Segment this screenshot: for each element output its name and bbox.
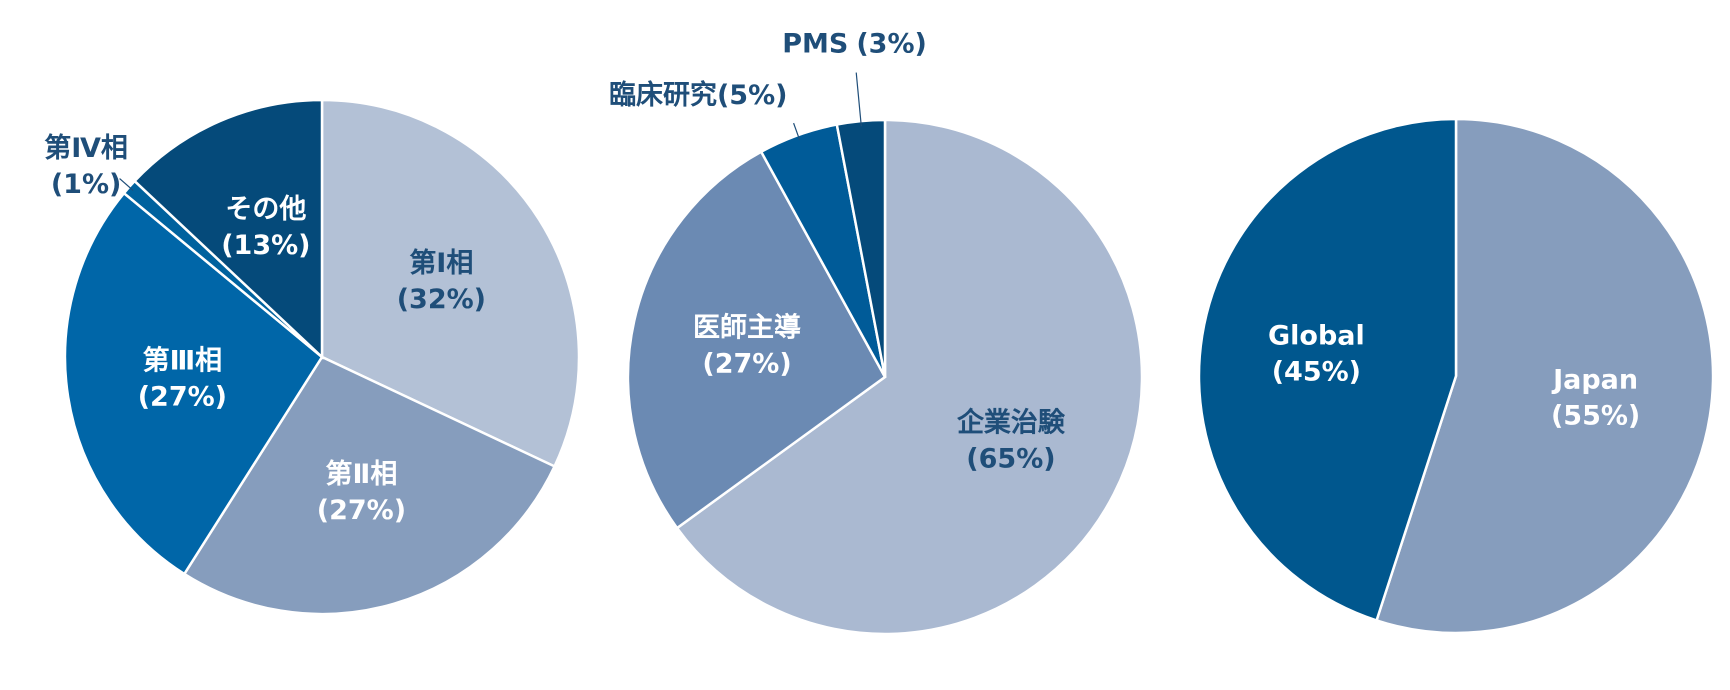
pie-chart: 企業治験 (65%) 医師主導 (27%) 臨床研究(5%) PMS (3%)	[609, 28, 1144, 636]
pie-slice	[63, 191, 324, 576]
pie-slice	[675, 118, 1144, 636]
pie-slice	[1375, 117, 1715, 635]
slice-value-label: (27%)	[138, 382, 227, 413]
slice-value-label: (32%)	[397, 284, 486, 315]
slice-label: その他	[225, 194, 306, 225]
slice-value-label: (3%)	[856, 28, 927, 59]
slice-value-label: (45%)	[1272, 356, 1361, 387]
slice-value-label: (5%)	[717, 80, 788, 111]
slice-label: 第Ⅳ相	[44, 132, 128, 164]
leader-line	[855, 72, 862, 127]
slice-value-label: (27%)	[702, 349, 791, 380]
slice-label: 第Ⅰ相	[409, 247, 473, 279]
slice-value-label: (13%)	[221, 230, 310, 261]
slice-label-name: PMS	[782, 28, 848, 59]
pie-slice	[320, 98, 581, 469]
pie-slice	[132, 98, 324, 360]
slice-label: Japan	[1551, 365, 1638, 396]
leader-line	[119, 178, 134, 191]
slice-value-label: (1%)	[51, 169, 122, 200]
slice-label: 臨床研究(5%)	[609, 79, 788, 111]
leader-line	[793, 122, 801, 141]
slice-label-name: 臨床研究	[609, 79, 717, 111]
pie-chart: 第Ⅰ相 (32%) 第Ⅱ相 (27%) 第Ⅲ相 (27%) 第Ⅳ相 (1%) その他 (13%)	[44, 98, 581, 616]
pie-chart: Japan (55%) Global (45%)	[1197, 117, 1715, 635]
slice-label: 医師主導	[693, 312, 801, 344]
slice-label: 企業治験	[957, 407, 1066, 439]
pie-slice	[182, 355, 557, 616]
pie-slice	[626, 150, 887, 530]
slice-label: 第Ⅲ相	[143, 345, 223, 377]
slice-label: 第Ⅱ相	[326, 458, 398, 490]
slice-value-label: (27%)	[317, 495, 406, 526]
pie-slice	[1197, 117, 1458, 622]
slice-label: PMS (3%)	[782, 28, 927, 59]
slice-label: Global	[1268, 320, 1365, 351]
slice-value-label: (65%)	[966, 444, 1055, 475]
slice-value-label: (55%)	[1551, 401, 1640, 432]
